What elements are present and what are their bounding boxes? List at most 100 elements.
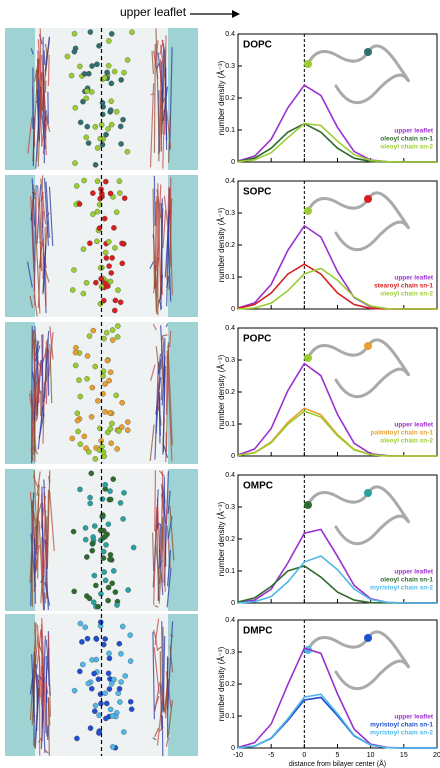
headgroup-stick <box>39 28 43 120</box>
legend-label: upper leaflet <box>394 714 433 721</box>
lipid-atom <box>87 29 94 35</box>
lipid-atom <box>87 494 93 501</box>
y-tick-label: 0.2 <box>225 536 235 543</box>
x-tick-label: -5 <box>268 752 274 759</box>
molecule-atom <box>364 195 372 203</box>
lipid-atom <box>93 636 100 642</box>
headgroup-stick <box>152 737 157 741</box>
molecule-inset <box>306 338 410 398</box>
legend-label: upper leaflet <box>394 275 433 282</box>
lipid-atom <box>95 398 101 404</box>
headgroup-stick <box>35 100 38 103</box>
lipid-atom <box>91 572 98 579</box>
lipid-atom <box>107 369 114 375</box>
lipid-atom <box>112 307 118 314</box>
headgroup-stick <box>154 542 161 585</box>
headgroup-stick <box>44 269 50 283</box>
headgroup-stick <box>33 538 37 604</box>
lipid-atom <box>93 582 99 589</box>
lipid-atom <box>105 584 112 591</box>
lipid-atom <box>109 713 116 719</box>
headgroup-stick <box>166 568 172 608</box>
headgroup-stick <box>167 621 174 710</box>
headgroup-stick <box>37 50 43 147</box>
headgroup-stick <box>158 549 164 595</box>
headgroup-stick <box>160 338 163 370</box>
lipid-atom <box>88 470 95 477</box>
headgroup-stick <box>164 209 170 278</box>
lipid-atom <box>84 353 91 359</box>
lipid-atom <box>92 363 98 370</box>
headgroup-stick <box>44 749 49 754</box>
lipid-atom <box>112 297 119 304</box>
headgroup-stick <box>44 226 47 307</box>
lipid-atom <box>103 715 109 722</box>
lipid-atom <box>106 377 112 384</box>
molecule-inset <box>306 485 410 545</box>
headgroup-stick <box>152 323 157 331</box>
legend-label: oleoyl chain sn-2 <box>380 144 433 151</box>
lipid-atom <box>100 368 107 374</box>
lipid-atom <box>90 190 96 196</box>
molecule-atom <box>304 354 312 362</box>
lipid-atom <box>98 619 104 625</box>
lipid-atom <box>105 126 111 132</box>
lipid-atom <box>95 676 102 682</box>
lipid-atom <box>104 700 110 707</box>
x-tick-label: -10 <box>233 752 243 759</box>
lipid-atom <box>116 686 123 692</box>
legend-label: upper leaflet <box>394 569 433 576</box>
lipid-atom <box>116 640 123 647</box>
x-tick-label: 15 <box>400 752 408 759</box>
headgroup-stick <box>154 470 157 531</box>
legend-label: oleoyl chain sn-2 <box>380 438 433 445</box>
legend-label: myristoyl chain sn-2 <box>370 730 433 737</box>
lipid-atom <box>96 730 102 736</box>
headgroup-stick <box>159 273 164 295</box>
lipid-atom <box>124 427 131 433</box>
lipid-atom <box>115 323 121 329</box>
series-line <box>237 693 437 749</box>
lipid-atom <box>127 632 133 638</box>
chart-title: DOPC <box>243 40 272 51</box>
lipid-atom <box>86 449 92 455</box>
lipid-atom <box>114 446 120 452</box>
y-axis-label: number density (Å⁻³) <box>217 646 226 721</box>
lipid-atom <box>94 238 100 245</box>
headgroup-stick <box>43 177 49 246</box>
headgroup-stick <box>160 341 165 401</box>
lipid-atom <box>108 440 114 446</box>
lipid-atom <box>129 29 135 35</box>
lipid-atom <box>101 297 107 304</box>
headgroup-stick <box>169 505 175 561</box>
lipid-atom <box>97 691 104 697</box>
lipid-atom <box>73 345 79 351</box>
y-tick-label: 0.3 <box>225 210 235 217</box>
headgroup-stick <box>165 491 169 524</box>
legend-label: upper leaflet <box>394 422 433 429</box>
lipid-atom <box>124 148 131 155</box>
lipid-atom <box>120 116 126 123</box>
lipid-atom <box>77 668 83 675</box>
lipid-atom <box>120 516 126 522</box>
headgroup-stick <box>36 629 42 669</box>
lipid-atom <box>117 299 124 305</box>
lipid-atom <box>102 636 108 642</box>
lipid-atom <box>103 255 110 261</box>
lipid-atom <box>84 554 90 560</box>
headgroup-stick <box>44 80 47 93</box>
lipid-atom <box>117 699 123 705</box>
lipid-atom <box>89 547 96 554</box>
lipid-atom <box>74 410 81 417</box>
lipid-atom <box>130 544 137 551</box>
headgroup-stick <box>37 405 44 450</box>
lipid-atom <box>94 178 101 184</box>
lipid-atom <box>102 482 108 488</box>
headgroup-stick <box>28 393 33 412</box>
lipid-atom <box>101 335 107 342</box>
headgroup-stick <box>161 470 166 592</box>
lipid-atom <box>112 245 118 251</box>
lipid-atom <box>77 486 83 493</box>
lipid-atom <box>116 178 123 184</box>
